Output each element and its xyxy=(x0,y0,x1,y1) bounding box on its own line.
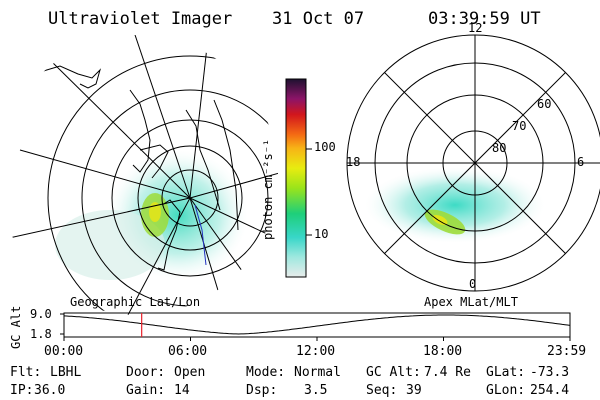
altitude-axis-title: GC Alt xyxy=(9,305,23,349)
time-label: 03:39:59 UT xyxy=(428,9,541,29)
mlt-label-0: 0 xyxy=(469,277,477,291)
aurora-emission-polar xyxy=(365,167,545,243)
dsp-label: Dsp: xyxy=(246,383,278,398)
dsp-value: 3.5 xyxy=(304,383,328,398)
colorbar-unit-label: photon cm⁻²s⁻¹ xyxy=(261,138,275,240)
glon-label: GLon: xyxy=(486,383,526,398)
mlt-label-6: 6 xyxy=(577,155,585,169)
gcalt-value: 7.4 Re xyxy=(424,365,471,380)
time-tick-0600: 06:00 xyxy=(168,344,208,359)
altitude-ytick-high: 9.0 xyxy=(30,307,52,321)
polar-panel-label: Apex MLat/MLT xyxy=(424,295,518,309)
glon-value: 254.4 xyxy=(530,383,570,398)
date-label: 31 Oct 07 xyxy=(272,9,365,29)
flt-value: LBHL xyxy=(50,365,82,380)
gain-value: 14 xyxy=(174,383,190,398)
glat-value: -73.3 xyxy=(530,365,570,380)
ip-label: IP: xyxy=(10,383,34,398)
time-tick-1200: 12:00 xyxy=(296,344,336,359)
mlt-label-18: 18 xyxy=(346,155,361,169)
altitude-plot xyxy=(60,312,571,341)
mlt-label-12: 12 xyxy=(468,21,483,35)
time-tick-0000: 00:00 xyxy=(44,344,84,359)
mode-label: Mode: xyxy=(246,365,286,380)
geographic-map xyxy=(0,35,278,315)
lat-label-70: 70 xyxy=(512,119,527,133)
seq-label: Seq: xyxy=(366,383,398,398)
mode-value: Normal xyxy=(294,365,341,380)
gcalt-label: GC Alt: xyxy=(366,365,421,380)
colorbar-tick-100: 100 xyxy=(314,140,336,154)
altitude-curve xyxy=(63,314,571,335)
ip-value: 36.0 xyxy=(34,383,66,398)
polar-map xyxy=(346,34,600,292)
lat-label-80: 80 xyxy=(492,141,507,155)
seq-value: 39 xyxy=(406,383,422,398)
glat-label: GLat: xyxy=(486,365,526,380)
instrument-title: Ultraviolet Imager xyxy=(48,9,233,29)
door-label: Door: xyxy=(126,365,166,380)
time-tick-2359: 23:59 xyxy=(547,344,587,359)
gain-label: Gain: xyxy=(126,383,166,398)
altitude-ytick-low: 1.8 xyxy=(30,327,52,341)
colorbar-tick-10: 10 xyxy=(314,227,329,241)
colorbar xyxy=(285,78,312,278)
lat-label-60: 60 xyxy=(537,97,552,111)
flt-label: Flt: xyxy=(10,365,42,380)
geo-panel-label: Geographic Lat/Lon xyxy=(70,295,201,309)
time-tick-1800: 18:00 xyxy=(423,344,463,359)
door-value: Open xyxy=(174,365,206,380)
